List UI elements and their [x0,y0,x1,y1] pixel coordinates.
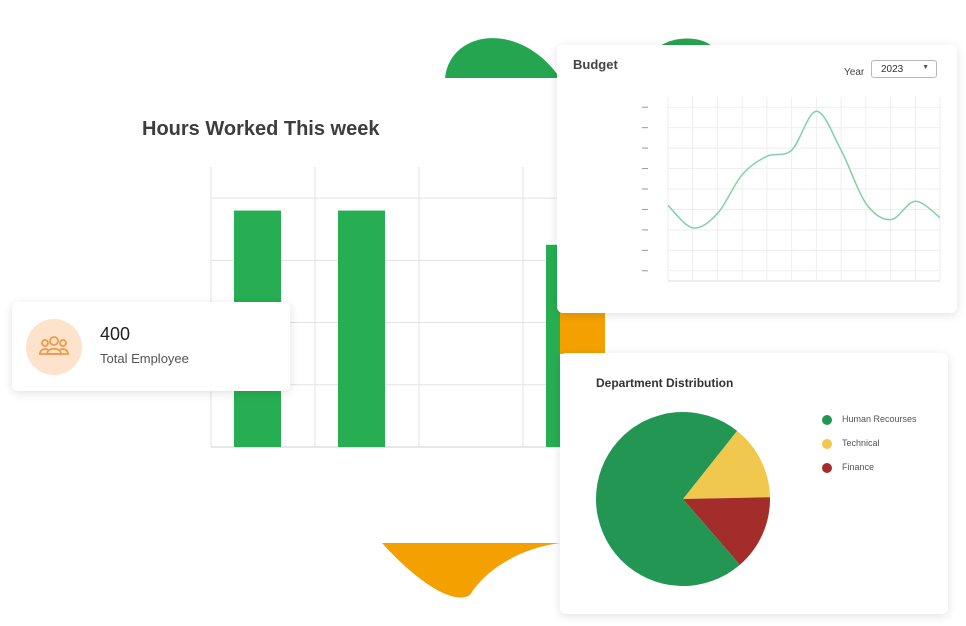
users-icon [26,319,82,375]
budget-line-series [667,110,941,229]
employee-count: 400 [100,324,131,344]
department-distribution-card: Department Distribution Human Recourses T… [560,353,948,614]
hours-worked-chart: Hours Worked This week [120,100,560,500]
budget-card: Budget Year 2023 ▼ [557,45,957,313]
caret-down-icon: ▼ [922,64,929,71]
year-select[interactable]: 2023 ▼ [871,60,937,78]
pie-slice [596,412,740,586]
legend-label: Technical [842,438,880,448]
legend-swatch [822,463,832,473]
budget-line-chart [642,97,941,282]
employee-label: Total Employee [100,351,189,366]
pie-slice [683,430,770,499]
legend-swatch [822,439,832,449]
pie-slice [683,497,770,565]
total-employee-card: 400 Total Employee [12,302,290,391]
hours-bar-chart [210,167,560,448]
legend-label: Human Recourses [842,414,917,424]
hours-bar [338,210,385,447]
department-title: Department Distribution [596,376,734,390]
legend-label: Finance [842,462,875,472]
hours-chart-title: Hours Worked This week [142,118,380,140]
legend-swatch [822,415,832,425]
department-pie-chart [596,412,770,586]
year-select-value: 2023 [881,64,904,75]
year-label: Year [844,67,865,78]
hours-bar [546,244,560,447]
budget-title: Budget [573,57,618,72]
